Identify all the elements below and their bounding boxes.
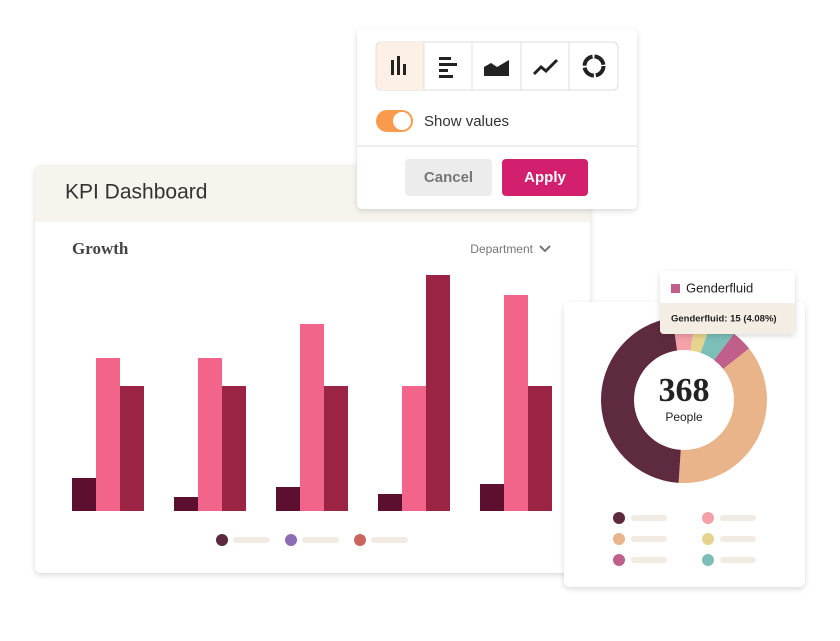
legend-placeholder — [720, 515, 756, 521]
cancel-button[interactable] — [405, 159, 492, 196]
toggle-knob — [393, 112, 411, 130]
legend-placeholder — [720, 536, 756, 542]
bar — [198, 358, 222, 511]
legend-dot — [216, 534, 228, 546]
bar — [426, 275, 450, 511]
donut-segment — [678, 348, 767, 483]
total-value: 368 — [659, 372, 710, 409]
bar — [504, 295, 528, 511]
apply-button[interactable] — [502, 159, 588, 196]
legend-placeholder — [631, 557, 667, 563]
tooltip-footer — [660, 303, 795, 334]
bar — [276, 487, 300, 511]
legend-placeholder — [631, 536, 667, 542]
cancel-label: Cancel — [424, 169, 473, 186]
legend-placeholder — [302, 537, 339, 543]
legend-dot — [702, 554, 714, 566]
total-label: People — [665, 410, 703, 424]
bar — [96, 358, 120, 511]
chart-title: Growth — [72, 239, 129, 258]
bar — [378, 494, 402, 511]
legend-dot — [613, 554, 625, 566]
toggle-label: Show values — [424, 113, 509, 130]
horizontal-bar-icon[interactable] — [439, 57, 457, 78]
bar — [222, 386, 246, 511]
legend-dot — [613, 512, 625, 524]
tooltip-swatch — [671, 284, 680, 293]
tooltip-text: Genderfluid: 15 (4.08%) — [671, 314, 777, 325]
legend-dot — [702, 533, 714, 545]
donut-icon[interactable] — [582, 54, 606, 78]
line-chart-icon[interactable] — [532, 58, 559, 76]
legend-dot — [702, 512, 714, 524]
legend-placeholder — [720, 557, 756, 563]
donut-segment — [714, 333, 750, 369]
legend-placeholder — [631, 515, 667, 521]
dashboard-card: KPI Dashboard Growth Department — [35, 165, 590, 573]
legend-placeholder — [233, 537, 270, 543]
legend-dot — [354, 534, 366, 546]
bar — [120, 386, 144, 511]
bar-chart-icon[interactable] — [391, 56, 406, 75]
dashboard-title: KPI Dashboard — [65, 181, 207, 204]
legend — [216, 534, 408, 546]
legend-dot — [285, 534, 297, 546]
bar — [402, 386, 426, 511]
bar — [174, 497, 198, 511]
chart-type-toolbar — [375, 41, 619, 91]
bar — [324, 386, 348, 511]
pie-card: 368 People — [564, 302, 805, 587]
donut-segment — [601, 317, 681, 483]
bar — [480, 484, 504, 511]
bar — [300, 324, 324, 511]
filter-dropdown[interactable]: Department — [470, 242, 533, 256]
tooltip-title: Genderfluid — [686, 280, 753, 295]
area-chart-icon[interactable] — [484, 60, 509, 76]
legend-placeholder — [371, 537, 408, 543]
apply-label: Apply — [524, 169, 566, 186]
tooltip: Genderfluid Genderfluid: 15 (4.08%) — [660, 271, 795, 334]
bar — [528, 386, 552, 511]
chevron-icon — [539, 245, 551, 253]
legend-dot — [613, 533, 625, 545]
bar — [72, 478, 96, 511]
popover: Show values Cancel Apply — [357, 29, 637, 209]
